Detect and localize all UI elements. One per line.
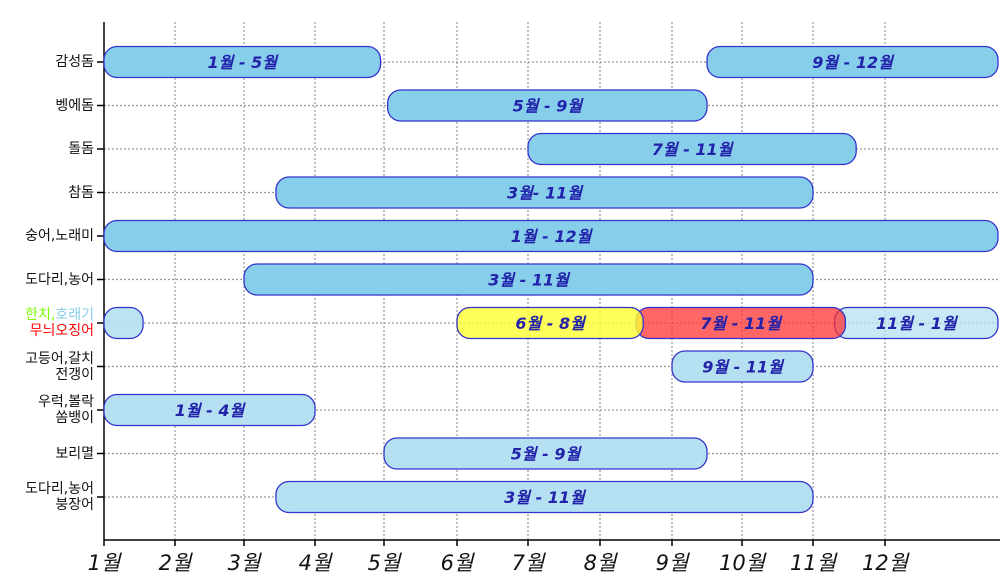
y-category-label: 벵에돔 — [0, 98, 100, 114]
bar — [103, 45, 382, 79]
bar — [456, 306, 644, 340]
y-label-line: 보리멸 — [55, 445, 94, 462]
bar-label: 3월- 11월 — [507, 184, 584, 203]
bar-label: 1월 - 4월 — [175, 401, 247, 420]
y-category-label: 한치,호래기 무늬오징어 — [0, 307, 100, 339]
bar — [275, 176, 814, 209]
y-label-line: 숭어,노래미 — [25, 228, 94, 244]
bar — [383, 437, 708, 470]
y-label-line: 감성돔 — [55, 54, 94, 70]
x-tick-label: 3월 — [228, 551, 262, 575]
y-label-line: 도다리,농어 — [25, 481, 94, 497]
y-label-line: 붕장어 — [55, 497, 94, 513]
x-tick-label: 10월 — [719, 551, 767, 575]
y-label-line: 벵에돔 — [55, 97, 94, 114]
x-tick-label: 12월 — [862, 551, 910, 575]
bar — [386, 89, 708, 122]
x-tick-label: 7월 — [512, 551, 546, 575]
bar — [275, 480, 814, 514]
x-tick-label: 9월 — [656, 551, 690, 575]
bar-label: 11월 - 1월 — [876, 314, 959, 333]
bar-label: 6월 - 8월 — [515, 314, 587, 333]
bar-label: 3월 - 11월 — [488, 271, 571, 290]
y-category-label: 돌돔 — [0, 141, 100, 157]
y-category-label: 참돔 — [0, 185, 100, 201]
bar — [671, 350, 814, 383]
y-label-line: 전갱이 — [55, 366, 94, 383]
y-label-line: 우럭,볼락 — [38, 394, 94, 410]
bar-label: 1월 - 5월 — [208, 53, 280, 72]
y-category-label: 우럭,볼락 쏨뱅이 — [0, 394, 100, 426]
y-label-part: 호래기 — [55, 307, 94, 323]
bar-label: 5월 - 9월 — [511, 445, 583, 464]
bar — [103, 306, 144, 340]
bar — [527, 132, 857, 166]
y-label-line: 무늬오징어 — [29, 323, 94, 339]
y-category-label: 감성돔 — [0, 54, 100, 70]
y-category-label: 고등어,갈치 전갱이 — [0, 351, 100, 383]
x-tick-label: 1월 — [88, 551, 122, 575]
x-tick-label: 4월 — [299, 551, 333, 575]
x-tick-label: 2월 — [159, 551, 193, 575]
y-label-line: 고등어,갈치 — [25, 350, 94, 367]
bar-label: 7월 - 11월 — [700, 314, 783, 333]
bar — [243, 263, 814, 296]
bar — [103, 219, 999, 253]
y-label-line: 쏨뱅이 — [55, 410, 94, 426]
y-label-line: 돌돔 — [68, 141, 94, 157]
y-label-line: 도다리,농어 — [25, 271, 94, 288]
bar-label: 5월 - 9월 — [513, 97, 585, 116]
bar-label: 9월 - 11월 — [702, 358, 785, 377]
x-tick-label: 5월 — [368, 551, 402, 575]
y-label-line: 한치,호래기 — [25, 307, 94, 323]
y-label-line: 참돔 — [68, 184, 94, 201]
y-category-label: 도다리,농어 붕장어 — [0, 481, 100, 513]
bar-label: 9월 - 12월 — [812, 53, 895, 72]
y-category-label: 보리멸 — [0, 446, 100, 462]
x-tick-label: 11월 — [790, 551, 838, 575]
bar-label: 1월 - 12월 — [511, 227, 594, 246]
x-tick-label: 8월 — [584, 551, 618, 575]
bar-label: 7월 - 11월 — [652, 140, 735, 159]
bar — [103, 393, 316, 427]
y-label-part: 한치, — [25, 307, 56, 323]
bar — [706, 45, 999, 79]
y-category-label: 도다리,농어 — [0, 272, 100, 288]
x-tick-label: 6월 — [441, 551, 475, 575]
bar-label: 3월 - 11월 — [504, 488, 587, 507]
y-category-label: 숭어,노래미 — [0, 228, 100, 244]
